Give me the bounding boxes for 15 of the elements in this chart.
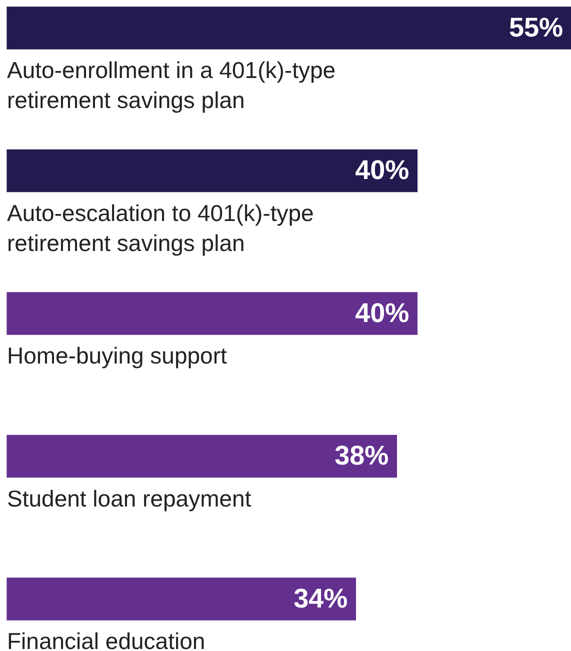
y-tick-label: Auto-escalation to 401(k)-type retirement savings plan (7, 200, 314, 256)
bar (6, 292, 418, 335)
data-label: 40% (355, 155, 410, 186)
data-label: 55% (508, 12, 563, 42)
y-tick-label: Financial education (7, 628, 206, 651)
data-label: 38% (334, 440, 389, 471)
bar (6, 6, 571, 50)
bar (6, 149, 418, 192)
y-tick-label: Auto-enrollment in a 401(k)-type retirement savings plan (7, 57, 336, 113)
data-label: 40% (355, 298, 410, 328)
bar (6, 578, 356, 620)
y-tick-label: Student loan repayment (7, 485, 252, 512)
data-label: 34% (294, 583, 348, 614)
bar (6, 434, 398, 478)
y-tick-label: Home-buying support (7, 342, 228, 368)
